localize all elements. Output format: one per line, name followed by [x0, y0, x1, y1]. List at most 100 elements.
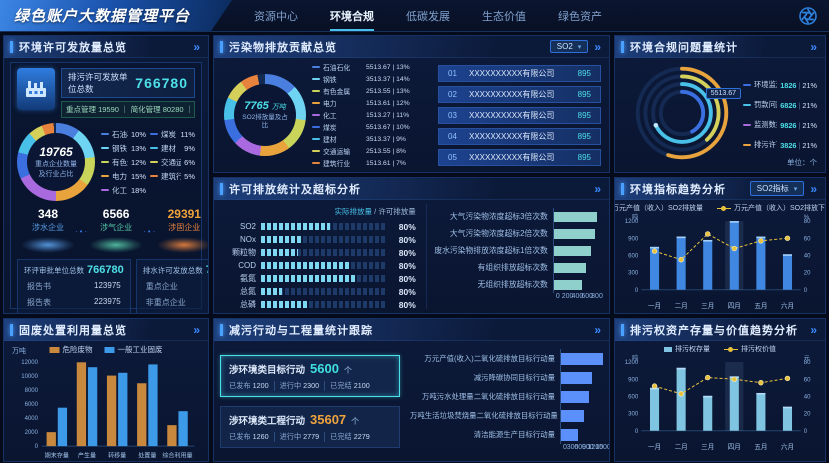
hbar-bar — [561, 371, 592, 384]
legend-color — [150, 147, 158, 149]
legend-name: 建材 — [161, 143, 176, 153]
legend-item: 化工 18% — [101, 183, 146, 197]
axis-tick: 1500 — [595, 444, 610, 451]
expand-icon[interactable]: » — [810, 39, 817, 54]
industry-legend: 石油石化10%钢铁13%有色金属12%电力15%化工18%煤炭11%建材9%交通… — [101, 127, 195, 197]
legend-name: 监测数据质量问题数量 — [754, 120, 777, 129]
legend-name: 交通运输 — [161, 157, 181, 167]
legend-value: 2513.55 | 8% — [366, 147, 406, 155]
rank-row[interactable]: 02 XXXXXXXXXX有限公司 895 — [438, 85, 601, 103]
expand-icon[interactable]: » — [594, 322, 601, 337]
legend-pct: 18% — [130, 185, 146, 195]
svg-text:900: 900 — [628, 377, 639, 383]
svg-text:4000: 4000 — [25, 416, 39, 422]
axis-tick: 600 — [574, 444, 587, 451]
legend-value: 1513.27 | 11% — [366, 111, 410, 119]
rank-number: 03 — [448, 110, 457, 120]
ratio-pct: 80% — [398, 260, 416, 271]
legend-value: 1513.61 | 7% — [366, 159, 406, 167]
hbar-label: 无组织排放超标次数 — [477, 280, 548, 289]
legend-line-marker — [717, 205, 731, 211]
legend-item: 万元产值（收入）SO2排放量 — [615, 203, 703, 213]
card-stat: 已完结 2100 — [330, 380, 370, 390]
legend-item: 石油石化 5513.67 | 13% — [312, 62, 432, 73]
panel-title: 固废处置利用量总览 — [19, 324, 127, 337]
expand-icon[interactable]: » — [810, 322, 817, 337]
hbar-track — [552, 276, 597, 293]
pollutant-select[interactable]: SO2 ▾ — [549, 40, 589, 53]
stat-label: 涉固企业 — [168, 223, 201, 232]
hbar-axis: 0 300 600 900 1200 1500 — [563, 444, 609, 454]
pollutant-name: SO2 — [239, 222, 256, 231]
ratio-header: 实际排放量 / 许可排放量 — [334, 207, 416, 216]
separator-dots: ·•· — [143, 227, 158, 236]
emission-row: NOx 80% — [222, 233, 416, 246]
stat-item: 348 涉水企业 — [21, 207, 75, 253]
rank-row[interactable]: 05 XXXXXXXXXX有限公司 895 — [438, 148, 601, 166]
rank-row[interactable]: 01 XXXXXXXXXX有限公司 895 — [438, 64, 601, 82]
svg-text:产生量: 产生量 — [78, 451, 96, 459]
expand-icon[interactable]: » — [193, 39, 200, 54]
expand-icon[interactable]: » — [810, 181, 817, 196]
emission-row: 氨氮 80% — [222, 272, 416, 285]
hbar-bar — [553, 228, 596, 239]
separator-dots: ·•· — [75, 227, 90, 236]
nav-item[interactable]: 生态价值 — [482, 10, 526, 23]
row-label: 非重点企业 — [145, 298, 186, 307]
nav-item[interactable]: 环境合规 — [330, 0, 374, 31]
legend-pct: 12% — [130, 157, 146, 167]
hbar-row: 万吨污水处理量二氧化硫排放目标行动量 — [410, 387, 603, 406]
ratio-fill — [261, 288, 283, 295]
nav-item[interactable]: 低碳发展 — [406, 10, 450, 23]
stat-platform — [157, 237, 208, 253]
legend-item: 建筑行业5% — [150, 169, 195, 183]
rank-row[interactable]: 03 XXXXXXXXXX有限公司 895 — [438, 106, 601, 124]
stat-label: 涉水企业 — [32, 223, 64, 232]
hbar-track — [560, 406, 603, 425]
svg-text:0: 0 — [635, 429, 639, 435]
rank-row[interactable]: 04 XXXXXXXXXX有限公司 895 — [438, 127, 601, 145]
svg-text:五月: 五月 — [754, 302, 767, 310]
expand-icon[interactable]: » — [594, 39, 601, 54]
svg-text:6000: 6000 — [25, 402, 39, 408]
panel-title: 环境许可发放量总览 — [19, 41, 127, 54]
legend-color — [312, 78, 320, 80]
expand-icon[interactable]: » — [193, 322, 200, 337]
action-card[interactable]: 涉环境类目标行动 5600 个已发布 1200 进行中 2300 已完结 2100 — [220, 354, 400, 397]
subcard-row: 非重点企业323975 — [143, 297, 208, 308]
aperture-icon[interactable] — [799, 0, 817, 31]
hbar-row: 大气污染物浓度超标3倍次数 — [433, 208, 597, 225]
action-card[interactable]: 涉环境类工程行动 35607 个已发布 1260 进行中 2779 已完结 2279 — [220, 405, 400, 448]
nav-item[interactable]: 绿色资产 — [558, 10, 602, 23]
subcard-title: 环评审批单位总数 — [24, 266, 84, 275]
expand-icon[interactable]: » — [594, 181, 601, 196]
row-value: 123975 — [94, 281, 121, 290]
hbar-row: 有组织排放超标次数 — [433, 259, 597, 276]
hbar-track — [552, 259, 597, 276]
indicator-select[interactable]: SO2指标 ▾ — [749, 181, 805, 196]
legend-pct: 10% — [130, 129, 146, 139]
legend-item: 建材 3513.37 | 9% — [312, 134, 432, 145]
legend-color — [101, 133, 109, 135]
hbar-bar — [561, 428, 579, 441]
svg-text:2000: 2000 — [25, 430, 39, 436]
axis-tick: 0 — [555, 293, 560, 300]
svg-text:20: 20 — [804, 271, 811, 277]
pollutant-name: 颗粒物 — [232, 248, 256, 257]
legend-color — [150, 175, 158, 177]
panel-title: 环境合规问题量统计 — [630, 41, 738, 54]
hbar-bar — [561, 390, 589, 403]
nav-item[interactable]: 资源中心 — [254, 10, 298, 23]
legend-item: 危险废物 — [49, 344, 93, 355]
legend-color — [104, 346, 115, 353]
hbar-bar — [561, 352, 603, 365]
rank-number: 05 — [448, 152, 457, 162]
accent-bar — [220, 323, 223, 336]
chevron-down-icon: ▾ — [793, 185, 798, 193]
pollutant-name: NOx — [240, 235, 256, 244]
card-unit: 个 — [343, 365, 352, 375]
legend-pct: 21% — [802, 100, 817, 110]
ratio-pct: 80% — [398, 299, 416, 310]
legend-color — [101, 147, 109, 149]
hbar-bar — [553, 211, 597, 222]
